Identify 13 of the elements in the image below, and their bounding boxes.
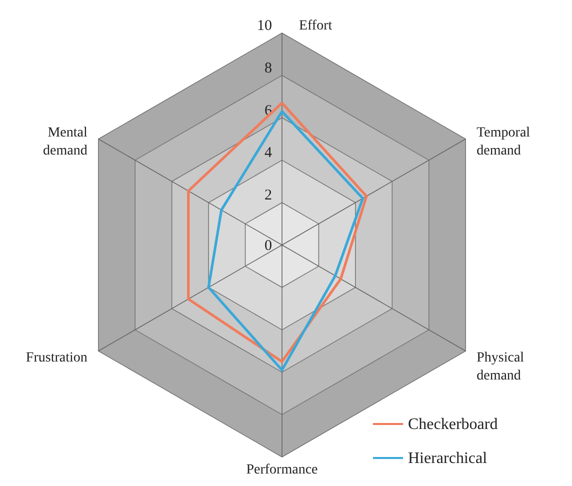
spoke-label: Performance <box>246 462 318 478</box>
y-tick-label: 8 <box>264 60 272 76</box>
y-tick-label: 4 <box>264 145 272 162</box>
y-tick-label: 2 <box>264 188 272 204</box>
spoke-label: Mental demand <box>43 126 88 159</box>
legend-label: Checkerboard <box>408 416 498 433</box>
spoke-label: Physical demand <box>476 350 524 384</box>
spoke-label: Frustration <box>26 350 88 366</box>
legend-label: Hierarchical <box>408 450 488 467</box>
y-tick-label: 0 <box>264 238 272 254</box>
spoke-label: Effort <box>298 18 332 34</box>
spoke-label: Temporal demand <box>476 126 530 159</box>
y-tick-label: 10 <box>257 18 272 34</box>
